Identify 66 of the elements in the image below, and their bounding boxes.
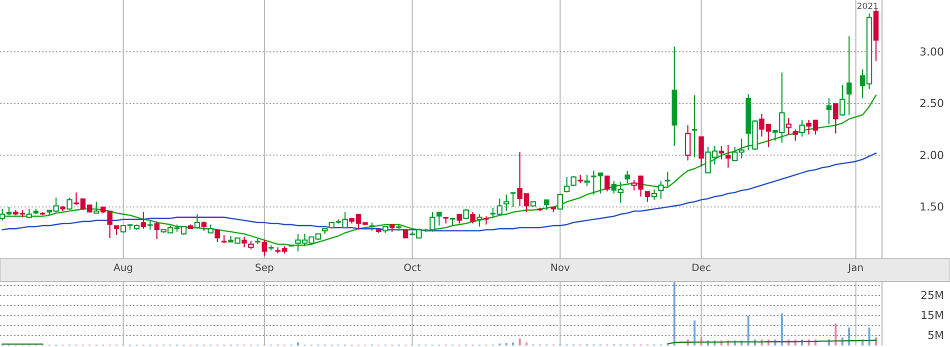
- candlestick: [684, 124, 691, 161]
- candlestick: [26, 208, 32, 219]
- candlestick: [799, 119, 805, 138]
- candlestick: [665, 171, 670, 187]
- candlestick: [94, 201, 100, 214]
- candlestick: [476, 214, 482, 228]
- bar: [297, 342, 300, 346]
- candlestick: [148, 220, 153, 230]
- x-tick-label: Sep: [254, 262, 274, 274]
- y-tick-label: 5M: [928, 329, 944, 342]
- line-series: [2, 152, 877, 232]
- x-tick-label: Dec: [692, 262, 711, 274]
- y-tick-label: 3.00: [920, 45, 944, 58]
- candlestick: [262, 240, 268, 256]
- x-tick-label: Jan: [847, 262, 864, 274]
- candlestick: [846, 36, 852, 116]
- candlestick: [214, 229, 220, 243]
- candlestick: [604, 175, 610, 192]
- candlestick: [658, 180, 664, 200]
- y-tick-label: 25M: [920, 289, 944, 302]
- x-tick-label: Aug: [114, 262, 134, 274]
- bar: [526, 342, 528, 346]
- bar: [780, 314, 783, 346]
- candlestick: [578, 174, 583, 184]
- candlestick: [114, 225, 120, 236]
- candlestick: [792, 128, 798, 142]
- annotation: 2021: [856, 2, 878, 12]
- candlestick: [504, 194, 510, 212]
- candlestick: [726, 144, 731, 168]
- candlestick: [826, 98, 832, 125]
- candlestick: [644, 190, 650, 202]
- candlestick: [584, 174, 590, 187]
- candlestick: [436, 212, 442, 226]
- candlestick: [66, 197, 72, 211]
- candlestick: [242, 236, 247, 248]
- bar: [747, 316, 750, 346]
- candlestick: [194, 214, 200, 230]
- candlestick: [692, 94, 698, 158]
- candlestick: [510, 192, 516, 208]
- candlestick: [698, 136, 704, 168]
- candlestick: [463, 208, 469, 220]
- bar: [868, 328, 870, 346]
- y-tick-label: 2.00: [920, 148, 944, 162]
- x-tick-label: Oct: [404, 262, 421, 274]
- candlestick: [154, 220, 160, 240]
- y-tick-label: 15M: [920, 309, 944, 322]
- y-tick-label: 2.50: [920, 97, 944, 110]
- candlestick: [140, 212, 146, 230]
- candlestick: [718, 145, 724, 160]
- bar: [518, 338, 521, 346]
- candlestick: [651, 188, 658, 200]
- bar: [834, 324, 837, 346]
- bar: [694, 320, 696, 346]
- candlestick: [470, 212, 476, 224]
- candlestick: [557, 192, 563, 210]
- candlestick: [201, 220, 207, 232]
- bar: [512, 342, 514, 346]
- bar: [673, 282, 676, 346]
- candlestick: [544, 199, 550, 211]
- candlestick: [456, 214, 462, 224]
- candlestick: [624, 170, 630, 184]
- candlestick: [833, 102, 838, 134]
- x-tick-label: Nov: [550, 262, 570, 274]
- candlestick: [840, 84, 846, 116]
- bar: [848, 328, 850, 346]
- y-tick-label: 1.50: [920, 200, 944, 214]
